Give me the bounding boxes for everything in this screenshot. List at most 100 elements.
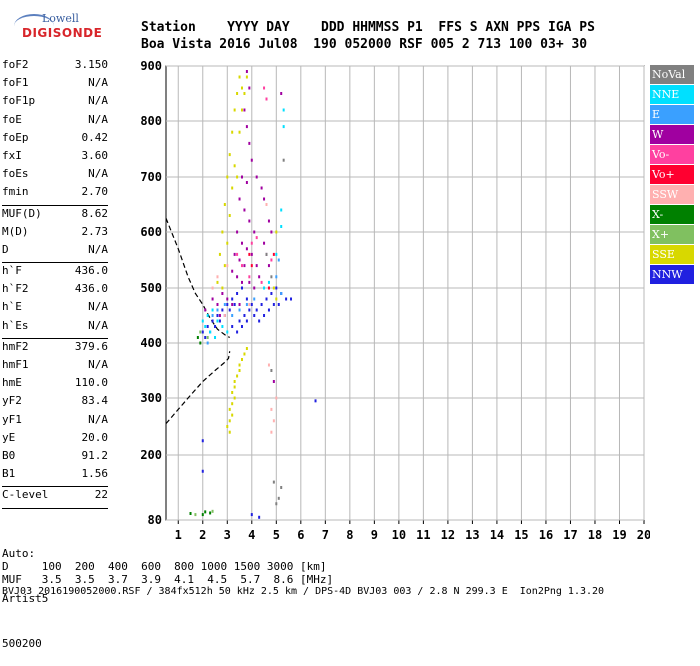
param-value: 379.6	[74, 339, 108, 353]
point-w	[243, 264, 246, 268]
param-value: 22	[94, 488, 108, 502]
point-nne	[280, 208, 283, 212]
param-row: B0 91.2	[2, 449, 108, 467]
param-key: foEp	[2, 130, 29, 144]
point-w	[250, 252, 253, 256]
point-nnw	[272, 303, 275, 306]
point-e	[245, 303, 248, 306]
param-key: hmE	[2, 376, 22, 390]
point-w	[267, 264, 270, 268]
param-key: M(D)	[2, 224, 29, 238]
point-e	[206, 341, 209, 345]
param-row: h`F 436.0	[2, 264, 108, 282]
point-nnw	[238, 319, 241, 323]
x-tick-label: 2	[199, 528, 206, 542]
point-sse	[243, 352, 246, 356]
point-w	[255, 264, 258, 268]
param-row: foF1 N/A	[2, 76, 108, 94]
point-ssw	[270, 430, 273, 434]
point-nnw	[221, 308, 224, 312]
point-noval	[270, 369, 273, 372]
point-w	[240, 241, 243, 245]
param-key: yE	[2, 430, 16, 444]
point-sse	[233, 108, 236, 112]
lowell-digisonde-logo: Lowell DIGISONDE	[8, 8, 128, 42]
x-tick-label: 4	[248, 528, 255, 542]
point-noval	[282, 158, 285, 162]
point-e	[216, 308, 219, 312]
point-sse	[240, 358, 243, 361]
point-nnw	[277, 303, 280, 306]
point-sse	[228, 214, 231, 217]
y-tick-label: 80	[148, 513, 162, 527]
point-nnw	[270, 292, 273, 295]
point-vo-	[250, 241, 253, 245]
legend-item-noval: NoVal	[650, 65, 694, 84]
point-nnw	[290, 297, 293, 301]
point-nnw	[263, 314, 266, 317]
point-w	[280, 92, 283, 95]
point-vo-	[272, 252, 275, 256]
point-w	[240, 175, 243, 179]
point-w	[263, 241, 266, 245]
point-nnw	[206, 325, 209, 328]
point-sse	[226, 241, 229, 245]
point-w	[245, 181, 248, 184]
point-w	[211, 297, 214, 301]
point-nnw	[245, 297, 248, 301]
param-value: 20.0	[81, 430, 109, 444]
point-sse	[233, 380, 236, 383]
point-sse	[236, 92, 239, 95]
polarization-legend: NoVal NNE E W Vo- Vo+ SSW X- X+ SSE NNW	[650, 65, 694, 285]
point-sse	[240, 86, 243, 90]
param-key: h`F2	[2, 282, 29, 296]
point-nnw	[250, 303, 253, 306]
param-key: yF1	[2, 412, 22, 426]
point-w	[270, 230, 273, 234]
param-row: yF1 N/A	[2, 413, 108, 431]
point-nnw	[236, 330, 239, 334]
point-vo-	[263, 86, 266, 90]
point-sse	[228, 153, 231, 157]
ionogram-chart: 1 2 3 4 5 6 7 8 9 10 11 12 13 14 15 16 17 18 19 20802003004…	[140, 59, 650, 542]
param-value: N/A	[88, 358, 108, 371]
point-nne	[204, 325, 207, 328]
point-nnw	[201, 469, 204, 473]
point-sse	[231, 413, 234, 417]
point-w	[253, 286, 256, 290]
point-w	[260, 186, 263, 190]
point-w	[233, 252, 236, 256]
point-w	[248, 280, 251, 284]
point-nnw	[243, 314, 246, 317]
param-value: N/A	[88, 112, 108, 126]
point-ssw	[223, 314, 226, 317]
point-nnw	[204, 336, 207, 339]
y-tick-label: 400	[140, 336, 162, 350]
point-vo-	[236, 252, 239, 256]
param-separator	[2, 262, 108, 264]
underlying-profile-line	[165, 351, 231, 425]
point-ssw	[211, 286, 214, 290]
param-row: foF2 3.150	[2, 58, 108, 76]
point-w	[231, 269, 234, 273]
point-vo-	[265, 97, 268, 101]
point-e	[277, 258, 280, 262]
param-row: C-level 22	[2, 488, 108, 506]
point-nne	[216, 319, 219, 323]
param-value: 83.4	[81, 394, 109, 408]
y-tick-label: 900	[140, 59, 162, 73]
footer-file-info: BVJ03_2016190052000.RSF / 384fx512h 50 k…	[2, 586, 605, 597]
logo-brand-top: Lowell	[42, 12, 79, 25]
y-tick-label: 500	[140, 281, 162, 295]
point-nnw	[231, 325, 234, 328]
param-value: N/A	[88, 94, 108, 108]
param-value: 1.56	[81, 467, 109, 481]
point-sse	[228, 430, 231, 434]
point-e	[238, 308, 241, 312]
x-tick-label: 5	[273, 528, 280, 542]
point-ssw	[226, 264, 229, 268]
param-separator	[2, 486, 108, 488]
param-key: D	[2, 242, 9, 256]
point-sse	[221, 230, 224, 234]
legend-item-x-: X+	[650, 225, 694, 244]
